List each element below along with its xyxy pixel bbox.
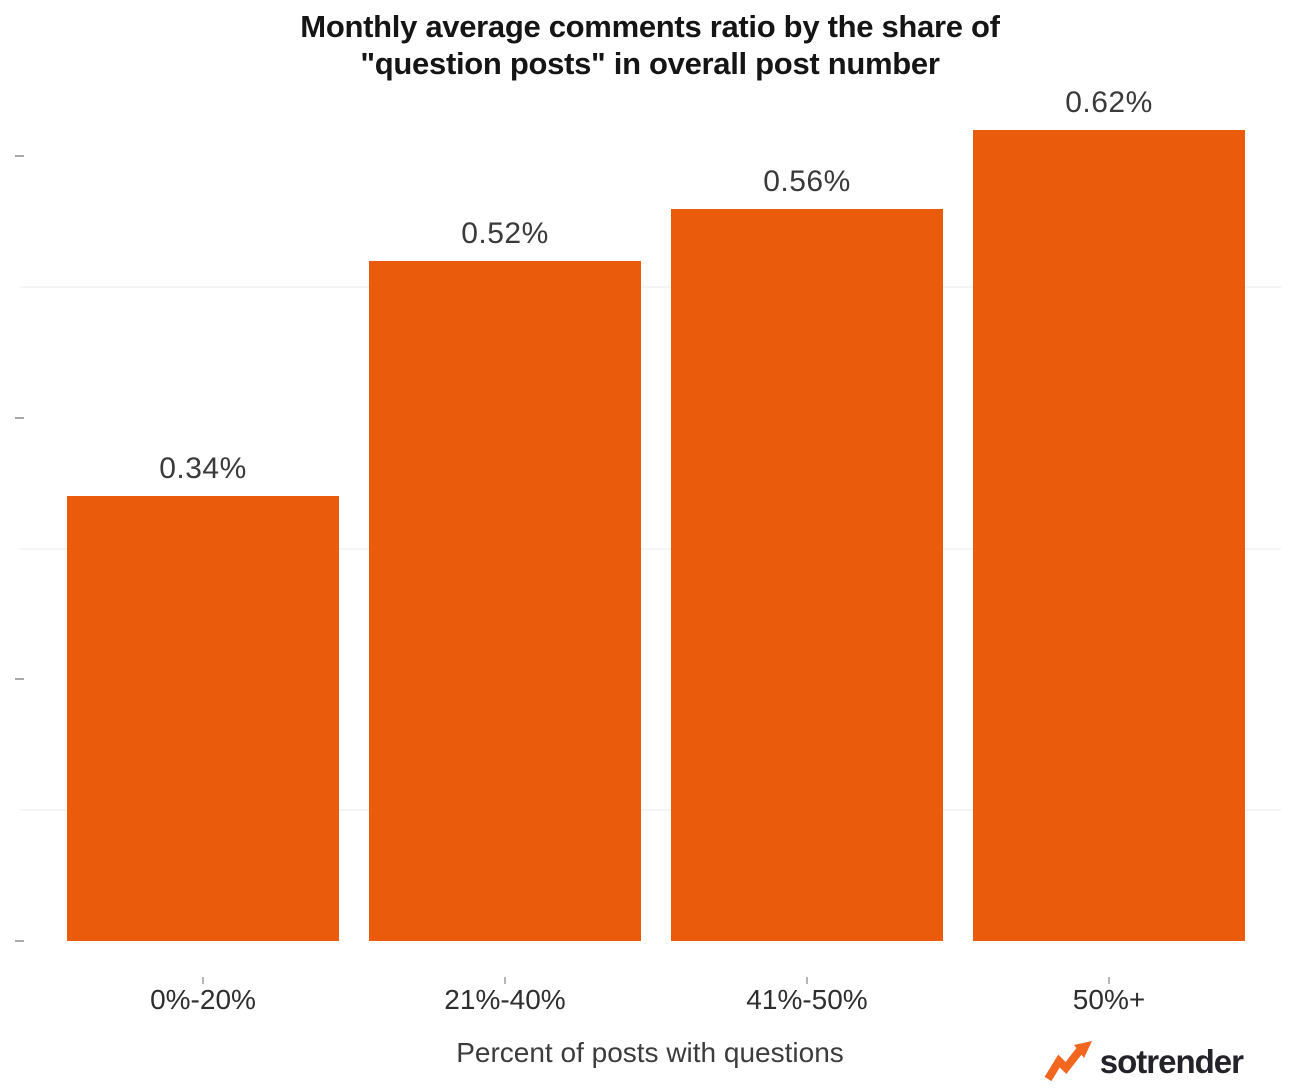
sotrender-logo-text: sotrender bbox=[1099, 1043, 1244, 1080]
gridline bbox=[20, 547, 1281, 550]
x-category-label: 50%+ bbox=[1072, 984, 1146, 1015]
bar-50%+ bbox=[973, 130, 1245, 941]
x-category-label: 21%-40% bbox=[444, 984, 566, 1015]
sotrender-logo: sotrender bbox=[1044, 1040, 1244, 1084]
x-category-label: 0%-20% bbox=[150, 984, 256, 1015]
x-axis-title: Percent of posts with questions bbox=[456, 1037, 844, 1068]
y-axis-tick bbox=[15, 155, 24, 158]
x-axis-tick bbox=[806, 977, 808, 984]
bar-41%-50% bbox=[671, 208, 943, 941]
bar-value-label: 0.52% bbox=[461, 216, 549, 250]
bar-value-label: 0.62% bbox=[1065, 86, 1153, 120]
gridline bbox=[20, 286, 1281, 288]
chart-title-line2: "question posts" in overall post number bbox=[360, 46, 940, 81]
bar-value-label: 0.34% bbox=[159, 452, 247, 486]
x-axis-tick bbox=[202, 977, 204, 984]
x-axis-tick bbox=[504, 977, 506, 984]
gridline bbox=[20, 809, 1281, 812]
x-axis-tick bbox=[1108, 977, 1110, 984]
y-axis-tick bbox=[15, 416, 24, 419]
y-axis-tick bbox=[15, 940, 24, 942]
trend-arrow-icon bbox=[1044, 1041, 1092, 1082]
bar-21%-40% bbox=[369, 260, 641, 941]
y-axis-tick bbox=[15, 678, 24, 681]
x-category-label: 41%-50% bbox=[746, 984, 868, 1015]
chart-title: Monthly average comments ratio by the sh… bbox=[0, 8, 1300, 82]
bar-value-label: 0.56% bbox=[763, 164, 851, 198]
bar-0%-20% bbox=[67, 496, 339, 941]
chart-title-line1: Monthly average comments ratio by the sh… bbox=[300, 9, 1000, 44]
